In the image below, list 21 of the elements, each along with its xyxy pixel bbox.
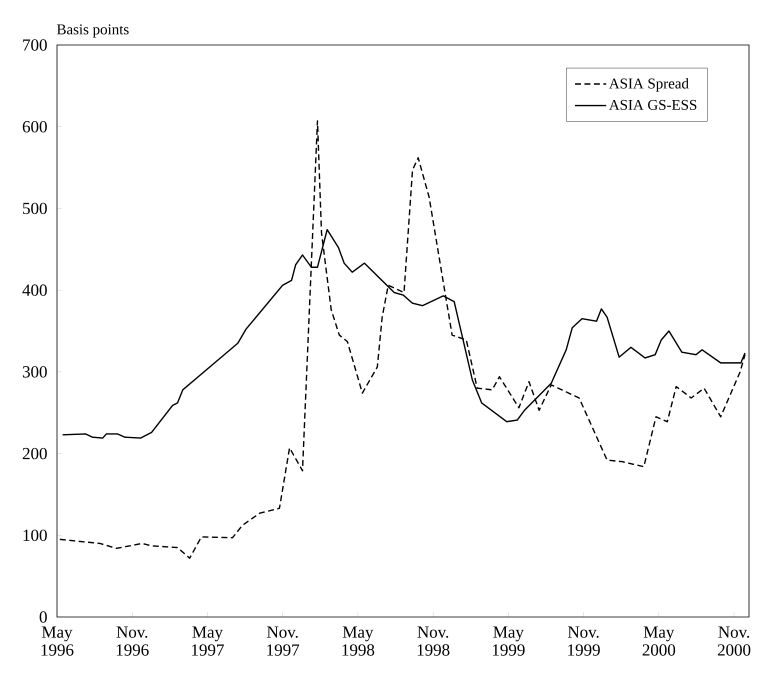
x-tick-label: May 1997 — [192, 626, 224, 656]
x-tick-label: May 1996 — [42, 626, 74, 656]
x-tick-label: May 1998 — [342, 626, 374, 656]
y-tick-label: 700 — [23, 39, 47, 51]
legend-label: ASIA Spread — [609, 78, 689, 92]
x-tick-label: Nov. 1999 — [568, 626, 600, 656]
x-tick-label: Nov. 2000 — [718, 626, 750, 656]
y-tick-label: 0 — [40, 611, 47, 623]
x-tick-label: May 2000 — [642, 626, 676, 656]
y-tick-label: 100 — [24, 530, 47, 542]
y-tick-label: 500 — [23, 202, 47, 214]
x-tick-label: Nov. 1996 — [116, 626, 149, 656]
y-tick-label: 200 — [22, 448, 47, 460]
legend-label: ASIA GS-ESS — [609, 100, 696, 110]
y-tick-label: 300 — [22, 366, 47, 378]
x-tick-label: Nov. 1998 — [417, 626, 450, 656]
y-tick-label: 400 — [22, 284, 47, 296]
x-tick-label: May 1999 — [492, 626, 525, 656]
y-tick-label: 600 — [22, 120, 47, 132]
x-tick-label: Nov. 1997 — [267, 626, 300, 656]
y-axis-title: Basis points — [56, 24, 129, 38]
